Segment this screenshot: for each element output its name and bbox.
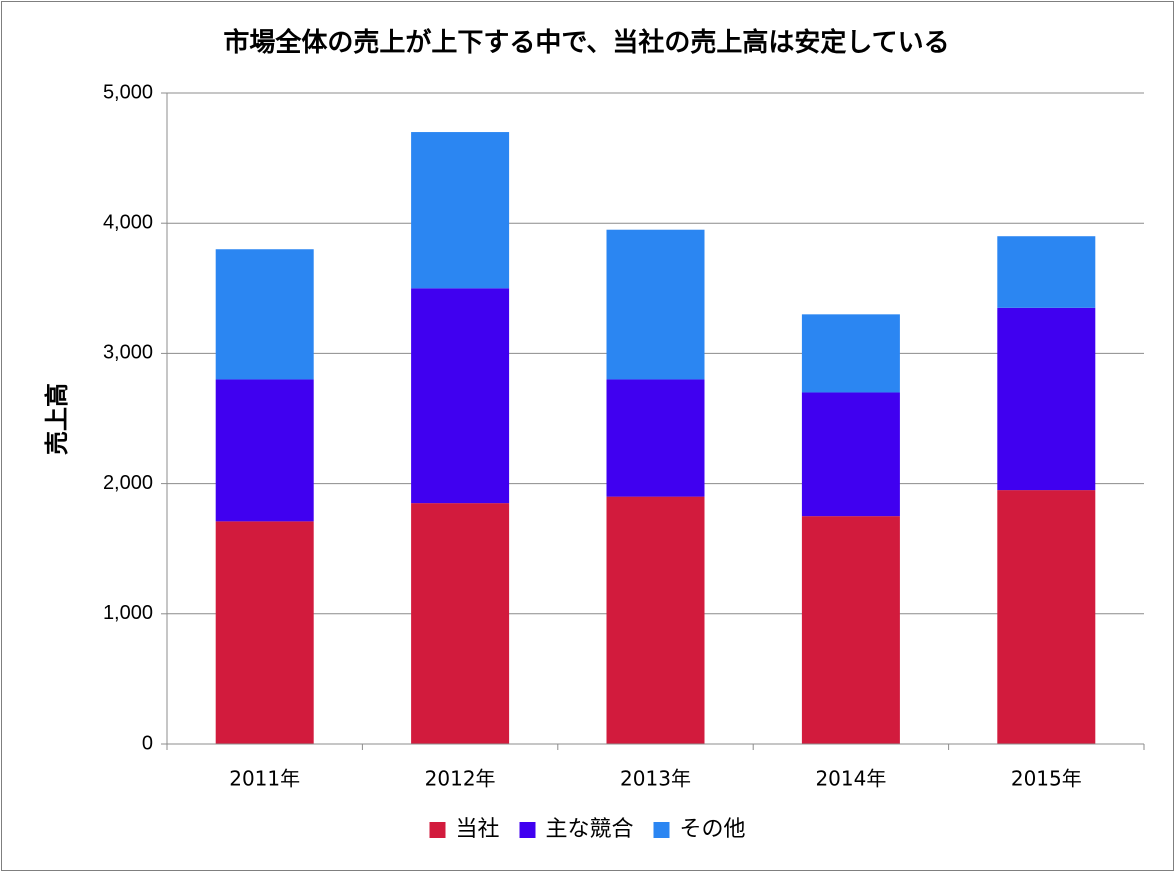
y-tick-label: 0 <box>142 732 153 754</box>
y-tick-label: 2,000 <box>103 472 153 494</box>
axes <box>161 92 1145 750</box>
bar-segment <box>215 249 314 380</box>
bar-segment <box>411 288 510 504</box>
bar-segment <box>411 503 510 744</box>
bar-segment <box>997 307 1096 491</box>
legend-swatch <box>519 822 536 838</box>
bar-segment <box>801 516 900 744</box>
y-tick-label: 3,000 <box>103 342 153 364</box>
bar-segment <box>215 521 314 744</box>
x-tick-label: 2011年 <box>229 767 300 791</box>
legend-swatch <box>653 822 670 838</box>
y-axis-label: 売上高 <box>43 383 71 455</box>
y-tick-labels: 0 1,000 2,000 3,000 4,000 5,000 <box>103 81 153 754</box>
x-tick-label: 2015年 <box>1011 767 1082 791</box>
y-tick-label: 1,000 <box>103 602 153 624</box>
x-tick-label: 2012年 <box>425 767 496 791</box>
bar-segment <box>606 379 705 497</box>
legend: 当社 主な競合 その他 <box>429 817 746 842</box>
legend-label: 当社 <box>456 817 500 842</box>
x-tick-label: 2014年 <box>815 767 886 791</box>
bar-segment <box>801 314 900 393</box>
legend-swatch <box>429 822 446 838</box>
chart-title: 市場全体の売上が上下する中で、当社の売上高は安定している <box>223 28 950 58</box>
bars <box>215 132 1096 744</box>
bar-segment <box>801 392 900 517</box>
y-tick-label: 5,000 <box>103 81 153 103</box>
x-tick-labels: 2011年 2012年 2013年 2014年 2015年 <box>229 767 1082 791</box>
legend-label: 主な競合 <box>546 817 634 842</box>
bar-segment <box>997 236 1096 308</box>
bar-segment <box>997 490 1096 744</box>
x-tick-label: 2013年 <box>620 767 691 791</box>
bar-segment <box>215 379 314 522</box>
y-tick-label: 4,000 <box>103 211 153 233</box>
legend-label: その他 <box>680 817 746 842</box>
bar-segment <box>411 132 510 289</box>
bar-segment <box>606 496 705 744</box>
bar-segment <box>606 229 705 380</box>
